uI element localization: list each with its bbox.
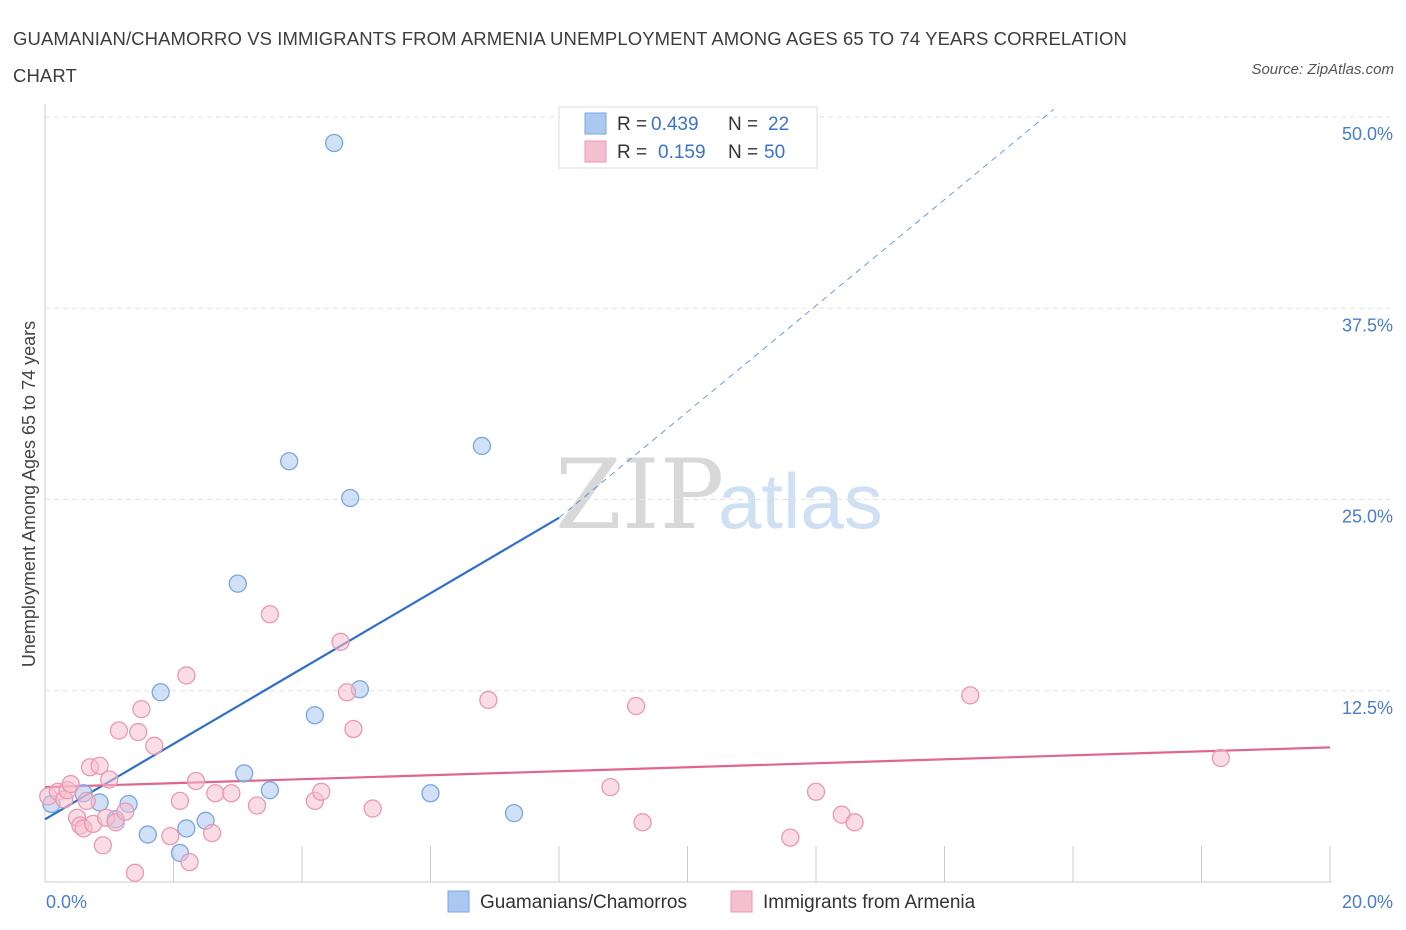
legend-n-value-2: 50: [764, 142, 785, 163]
legend-r-label-2: R =: [617, 142, 647, 163]
point-pink-40: [626, 696, 646, 716]
point-pink-47: [1211, 748, 1230, 768]
point-pink-16: [109, 721, 129, 740]
source-label: Source: ZipAtlas.com: [1251, 61, 1394, 78]
point-pink-46: [961, 686, 980, 705]
point-pink-27: [202, 823, 222, 843]
x-tick-label-0: 0.0%: [46, 892, 87, 912]
series-blue-points: [42, 133, 524, 863]
y-tick-label-3: 50.0%: [1342, 124, 1393, 144]
point-blue-12: [260, 781, 280, 800]
point-pink-34: [331, 632, 350, 651]
point-pink-38: [479, 690, 498, 710]
legend-r-value-1: 0.439: [651, 114, 699, 135]
point-blue-16: [341, 488, 360, 508]
tick-labels: 12.5% 25.0% 37.5% 50.0% 0.0% 20.0%: [46, 124, 1393, 912]
point-pink-45: [845, 813, 864, 832]
point-pink-30: [247, 796, 267, 815]
y-axis-label: Unemployment Among Ages 65 to 74 years: [19, 321, 39, 667]
bottom-legend-swatch-blue: [447, 890, 470, 913]
point-blue-8: [177, 819, 196, 838]
legend-n-label-1: N =: [728, 114, 758, 135]
series-pink-points: [39, 605, 1230, 882]
point-pink-4: [61, 774, 80, 794]
point-pink-26: [186, 771, 206, 791]
point-blue-18: [421, 784, 440, 803]
legend-swatch-pink: [584, 140, 607, 163]
legend-swatch-blue: [584, 112, 607, 135]
point-pink-22: [161, 826, 180, 846]
point-pink-33: [312, 782, 331, 801]
data-points: [39, 133, 1230, 882]
point-pink-42: [781, 828, 800, 847]
point-pink-8: [77, 791, 96, 811]
point-pink-11: [90, 756, 109, 775]
watermark-zip: ZIP: [555, 439, 724, 551]
point-pink-25: [180, 852, 199, 872]
bottom-legend-label-1: Guamanians/Chamorros: [480, 892, 687, 913]
legend-r-label-1: R =: [617, 114, 647, 135]
watermark-atlas: atlas: [718, 457, 883, 545]
y-tick-label-1: 25.0%: [1342, 507, 1393, 527]
chart-title: GUAMANIAN/CHAMORRO VS IMMIGRANTS FROM AR…: [13, 28, 1127, 86]
trendline-blue-extension: [558, 108, 1055, 519]
point-pink-29: [222, 784, 241, 803]
trendline-blue: [44, 516, 560, 821]
point-blue-13: [279, 452, 299, 471]
axes: [44, 104, 1332, 883]
point-pink-43: [806, 782, 826, 801]
point-pink-31: [260, 605, 280, 624]
point-pink-37: [363, 799, 382, 818]
point-blue-10: [228, 574, 247, 593]
point-pink-21: [145, 736, 164, 755]
gridlines: [45, 116, 1390, 692]
point-blue-15: [324, 133, 344, 153]
point-pink-35: [337, 683, 357, 702]
point-pink-28: [206, 784, 225, 803]
trend-lines: [44, 108, 1331, 821]
point-blue-6: [151, 683, 170, 702]
point-pink-17: [116, 802, 135, 821]
point-pink-14: [100, 770, 119, 789]
bottom-legend-label-2: Immigrants from Armenia: [763, 892, 976, 913]
point-pink-41: [633, 813, 652, 832]
point-pink-36: [344, 719, 363, 739]
point-blue-20: [504, 804, 524, 823]
point-pink-20: [132, 699, 151, 719]
point-pink-12: [93, 836, 112, 855]
legend-n-label-2: N =: [728, 142, 758, 163]
series-legend: Guamanians/Chamorros Immigrants from Arm…: [447, 890, 976, 913]
point-blue-19: [472, 436, 492, 456]
x-tick-label-1: 20.0%: [1342, 892, 1393, 912]
point-pink-23: [170, 791, 190, 811]
point-pink-18: [125, 863, 145, 882]
legend-n-value-1: 22: [768, 114, 789, 135]
point-pink-39: [601, 777, 620, 797]
bottom-legend-swatch-pink: [730, 890, 753, 913]
trendline-pink: [44, 746, 1331, 789]
y-tick-label-2: 37.5%: [1342, 315, 1393, 335]
point-blue-11: [235, 764, 254, 783]
point-pink-19: [129, 722, 148, 742]
y-tick-label-0: 12.5%: [1342, 698, 1393, 718]
point-blue-5: [138, 825, 157, 844]
point-pink-24: [177, 666, 196, 685]
point-blue-14: [305, 706, 325, 725]
correlation-legend: R = 0.439 N = 22 R = 0.159 N = 50: [558, 106, 818, 169]
legend-r-value-2: 0.159: [658, 142, 706, 163]
